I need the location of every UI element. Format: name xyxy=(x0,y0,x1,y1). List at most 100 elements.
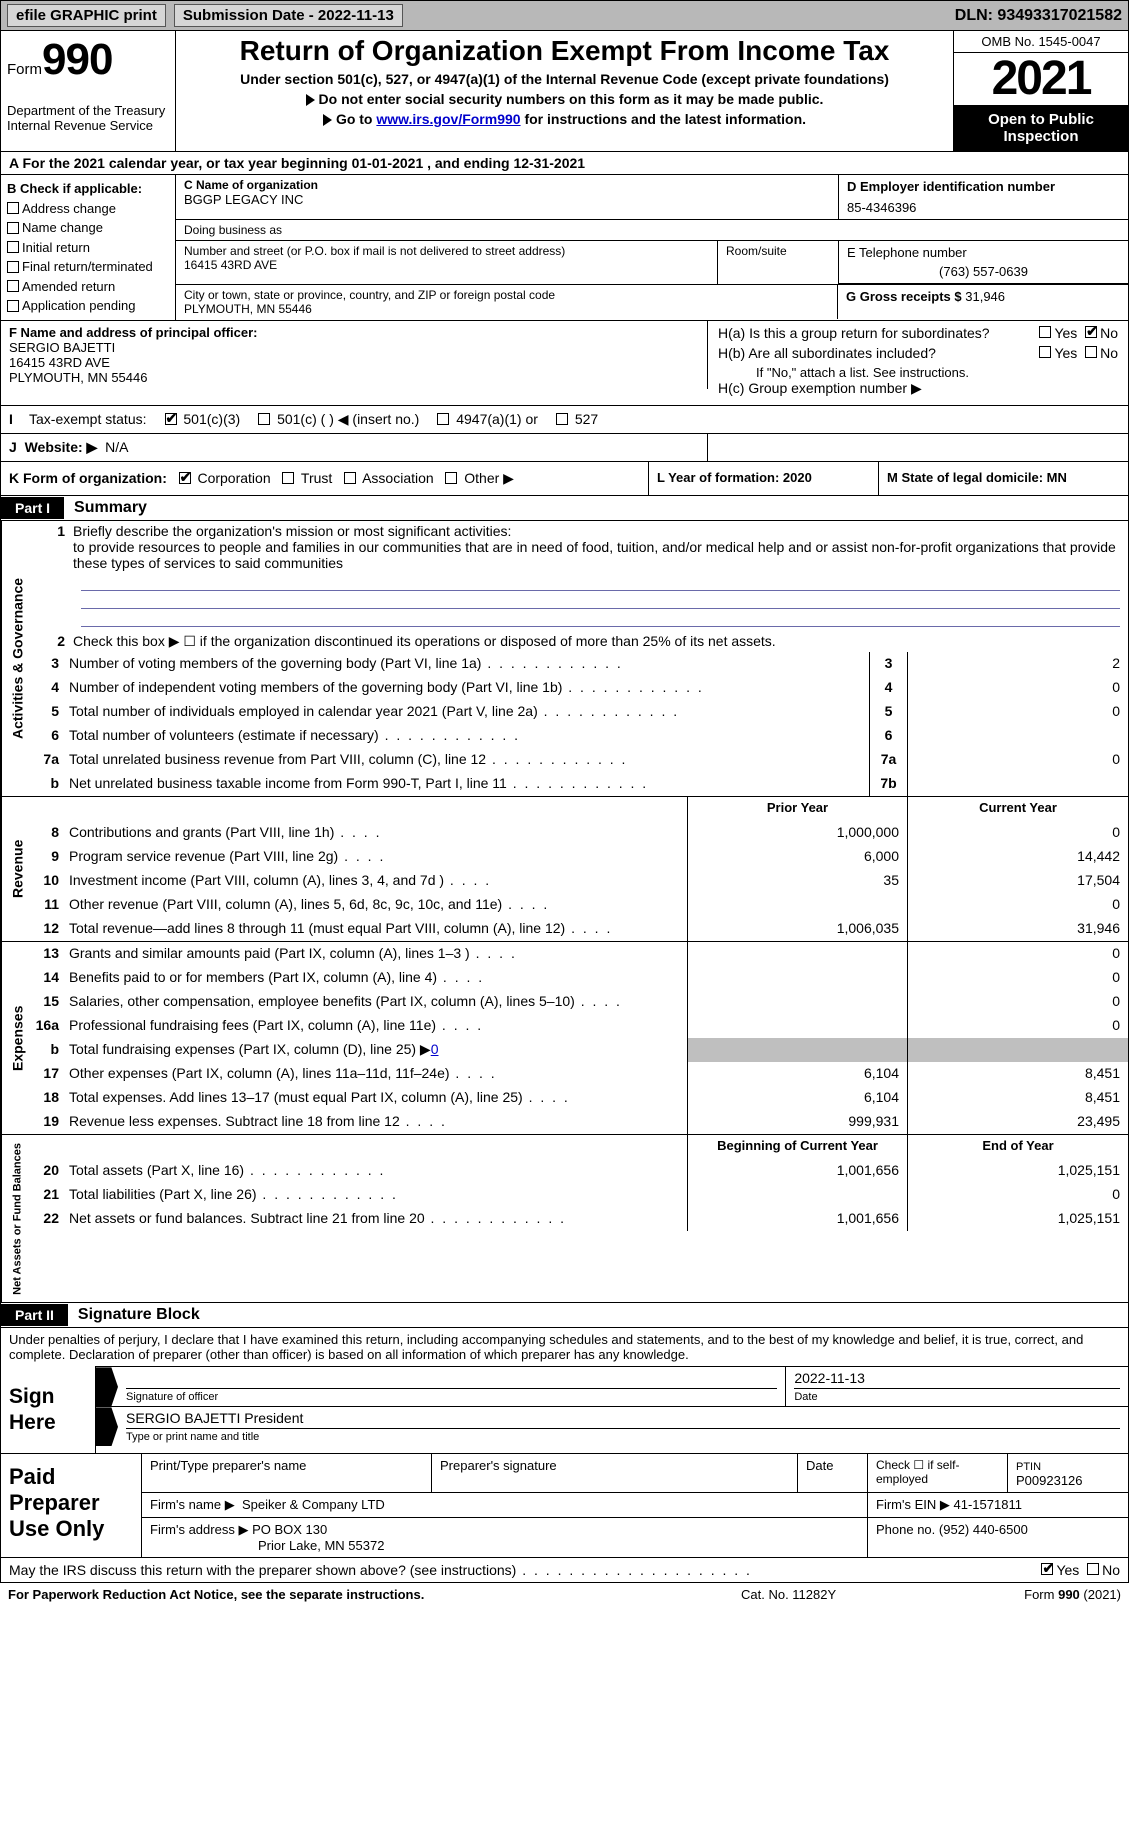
part-ii-badge: Part II xyxy=(1,1304,68,1326)
row-a-period: A For the 2021 calendar year, or tax yea… xyxy=(0,152,1129,175)
chk-527[interactable] xyxy=(556,413,568,425)
line-9: 9Program service revenue (Part VIII, lin… xyxy=(33,845,1128,869)
efile-print-button[interactable]: efile GRAPHIC print xyxy=(7,4,166,27)
address-cell: Number and street (or P.O. box if mail i… xyxy=(176,241,718,284)
form-footer: Form 990 (2021) xyxy=(921,1587,1121,1602)
gross-receipts-value: 31,946 xyxy=(965,289,1005,304)
na-header-row: Beginning of Current Year End of Year xyxy=(33,1135,1128,1159)
dept-label: Department of the Treasury Internal Reve… xyxy=(7,103,169,133)
line-12: 12Total revenue—add lines 8 through 11 (… xyxy=(33,917,1128,941)
chk-address-change[interactable]: Address change xyxy=(7,199,169,219)
chk-4947[interactable] xyxy=(437,413,449,425)
note-ssn: Do not enter social security numbers on … xyxy=(186,91,943,107)
preparer-name-hdr: Print/Type preparer's name xyxy=(142,1454,432,1492)
discuss-row: May the IRS discuss this return with the… xyxy=(0,1558,1129,1583)
submission-date-button[interactable]: Submission Date - 2022-11-13 xyxy=(174,4,403,27)
ptin-value: P00923126 xyxy=(1016,1473,1083,1488)
header-left: Form990 Department of the Treasury Inter… xyxy=(1,31,176,151)
chk-amended-return[interactable]: Amended return xyxy=(7,277,169,297)
firm-ein: 41-1571811 xyxy=(954,1497,1022,1512)
mission-text: to provide resources to people and famil… xyxy=(73,539,1116,571)
sig-date-value: 2022-11-13 xyxy=(794,1370,1120,1388)
top-bar: efile GRAPHIC print Submission Date - 20… xyxy=(0,0,1129,31)
chk-name-change[interactable]: Name change xyxy=(7,218,169,238)
firm-addr1: PO BOX 130 xyxy=(252,1522,327,1537)
line-6: 6Total number of volunteers (estimate if… xyxy=(33,724,1128,748)
part-i: Part I Summary Activities & Governance 1… xyxy=(0,496,1129,1304)
line-13: 13Grants and similar amounts paid (Part … xyxy=(33,942,1128,966)
h-section: H(a) Is this a group return for subordin… xyxy=(708,321,1128,405)
preparer-date-hdr: Date xyxy=(798,1454,868,1492)
line-2: 2Check this box ▶ ☐ if the organization … xyxy=(33,631,1128,652)
line-b: bNet unrelated business taxable income f… xyxy=(33,772,1128,796)
line-17: 17Other expenses (Part IX, column (A), l… xyxy=(33,1062,1128,1086)
line-7a: 7aTotal unrelated business revenue from … xyxy=(33,748,1128,772)
chk-final-return[interactable]: Final return/terminated xyxy=(7,257,169,277)
line-14: 14Benefits paid to or for members (Part … xyxy=(33,966,1128,990)
ptin-label: PTIN xyxy=(1016,1461,1041,1473)
mission-blank-lines xyxy=(33,573,1128,631)
vtab-expenses: Expenses xyxy=(1,942,33,1134)
form-title: Return of Organization Exempt From Incom… xyxy=(186,35,943,67)
state-domicile: M State of legal domicile: MN xyxy=(878,462,1128,495)
col-b-checkboxes: B Check if applicable: Address change Na… xyxy=(1,175,176,320)
chk-other[interactable] xyxy=(445,472,457,484)
telephone-cell: E Telephone number (763) 557-0639 xyxy=(839,241,1128,284)
part-ii: Part II Signature Block xyxy=(0,1303,1129,1328)
col-d-ein: D Employer identification number 85-4346… xyxy=(838,175,1128,219)
form-subtitle: Under section 501(c), 527, or 4947(a)(1)… xyxy=(186,71,943,87)
h-a-no[interactable] xyxy=(1085,326,1097,338)
form-header: Form990 Department of the Treasury Inter… xyxy=(0,31,1129,152)
line-b: bTotal fundraising expenses (Part IX, co… xyxy=(33,1038,1128,1062)
discuss-yes[interactable] xyxy=(1041,1563,1053,1575)
telephone-value: (763) 557-0639 xyxy=(847,264,1120,279)
line-19: 19Revenue less expenses. Subtract line 1… xyxy=(33,1110,1128,1134)
line-8: 8Contributions and grants (Part VIII, li… xyxy=(33,821,1128,845)
officer-name: SERGIO BAJETTI President xyxy=(126,1410,1120,1428)
vtab-revenue: Revenue xyxy=(1,797,33,941)
preparer-sig-hdr: Preparer's signature xyxy=(432,1454,798,1492)
discuss-no[interactable] xyxy=(1087,1563,1099,1575)
year-formation: L Year of formation: 2020 xyxy=(648,462,878,495)
line-3: 3Number of voting members of the governi… xyxy=(33,652,1128,676)
chk-501c3[interactable] xyxy=(165,413,177,425)
entity-block: B Check if applicable: Address change Na… xyxy=(0,175,1129,320)
chk-501c[interactable] xyxy=(258,413,270,425)
h-a-yes[interactable] xyxy=(1039,326,1051,338)
h-c-row: H(c) Group exemption number ▶ xyxy=(718,380,1118,397)
firm-name: Speiker & Company LTD xyxy=(242,1497,385,1512)
tax-exempt-row: I Tax-exempt status: 501(c)(3) 501(c) ( … xyxy=(0,406,1129,434)
address-value: 16415 43RD AVE xyxy=(184,258,277,272)
form-word: Form xyxy=(7,61,42,78)
signature-declaration: Under penalties of perjury, I declare th… xyxy=(1,1328,1128,1366)
irs-link[interactable]: www.irs.gov/Form990 xyxy=(376,111,520,127)
chk-association[interactable] xyxy=(344,472,356,484)
sig-officer-label: Signature of officer xyxy=(126,1388,777,1403)
h-b-no[interactable] xyxy=(1085,346,1097,358)
gross-receipts-cell: G Gross receipts $ 31,946 xyxy=(838,285,1128,308)
part-i-badge: Part I xyxy=(1,497,64,519)
h-a-row: H(a) Is this a group return for subordin… xyxy=(718,325,1118,341)
chk-initial-return[interactable]: Initial return xyxy=(7,238,169,258)
header-mid: Return of Organization Exempt From Incom… xyxy=(176,31,953,151)
line-18: 18Total expenses. Add lines 13–17 (must … xyxy=(33,1086,1128,1110)
principal-officer: F Name and address of principal officer:… xyxy=(1,321,708,389)
part-i-title: Summary xyxy=(64,496,157,520)
line-4: 4Number of independent voting members of… xyxy=(33,676,1128,700)
h-b-note: If "No," attach a list. See instructions… xyxy=(718,365,1118,380)
paid-preparer-label: Paid Preparer Use Only xyxy=(1,1454,141,1557)
preparer-self-employed[interactable]: Check ☐ if self-employed xyxy=(868,1454,1008,1492)
chk-corporation[interactable] xyxy=(179,472,191,484)
officer-name-label: Type or print name and title xyxy=(126,1428,1120,1443)
fundraising-link[interactable]: 0 xyxy=(431,1041,439,1057)
chk-application-pending[interactable]: Application pending xyxy=(7,296,169,316)
line-15: 15Salaries, other compensation, employee… xyxy=(33,990,1128,1014)
chk-trust[interactable] xyxy=(282,472,294,484)
dln-label: DLN: 93493317021582 xyxy=(955,7,1122,25)
vtab-activities: Activities & Governance xyxy=(1,521,33,796)
note-link: Go to www.irs.gov/Form990 for instructio… xyxy=(186,111,943,127)
firm-phone: (952) 440-6500 xyxy=(939,1522,1028,1537)
h-b-yes[interactable] xyxy=(1039,346,1051,358)
ein-value: 85-4346396 xyxy=(847,200,1120,215)
org-name: BGGP LEGACY INC xyxy=(184,192,830,207)
